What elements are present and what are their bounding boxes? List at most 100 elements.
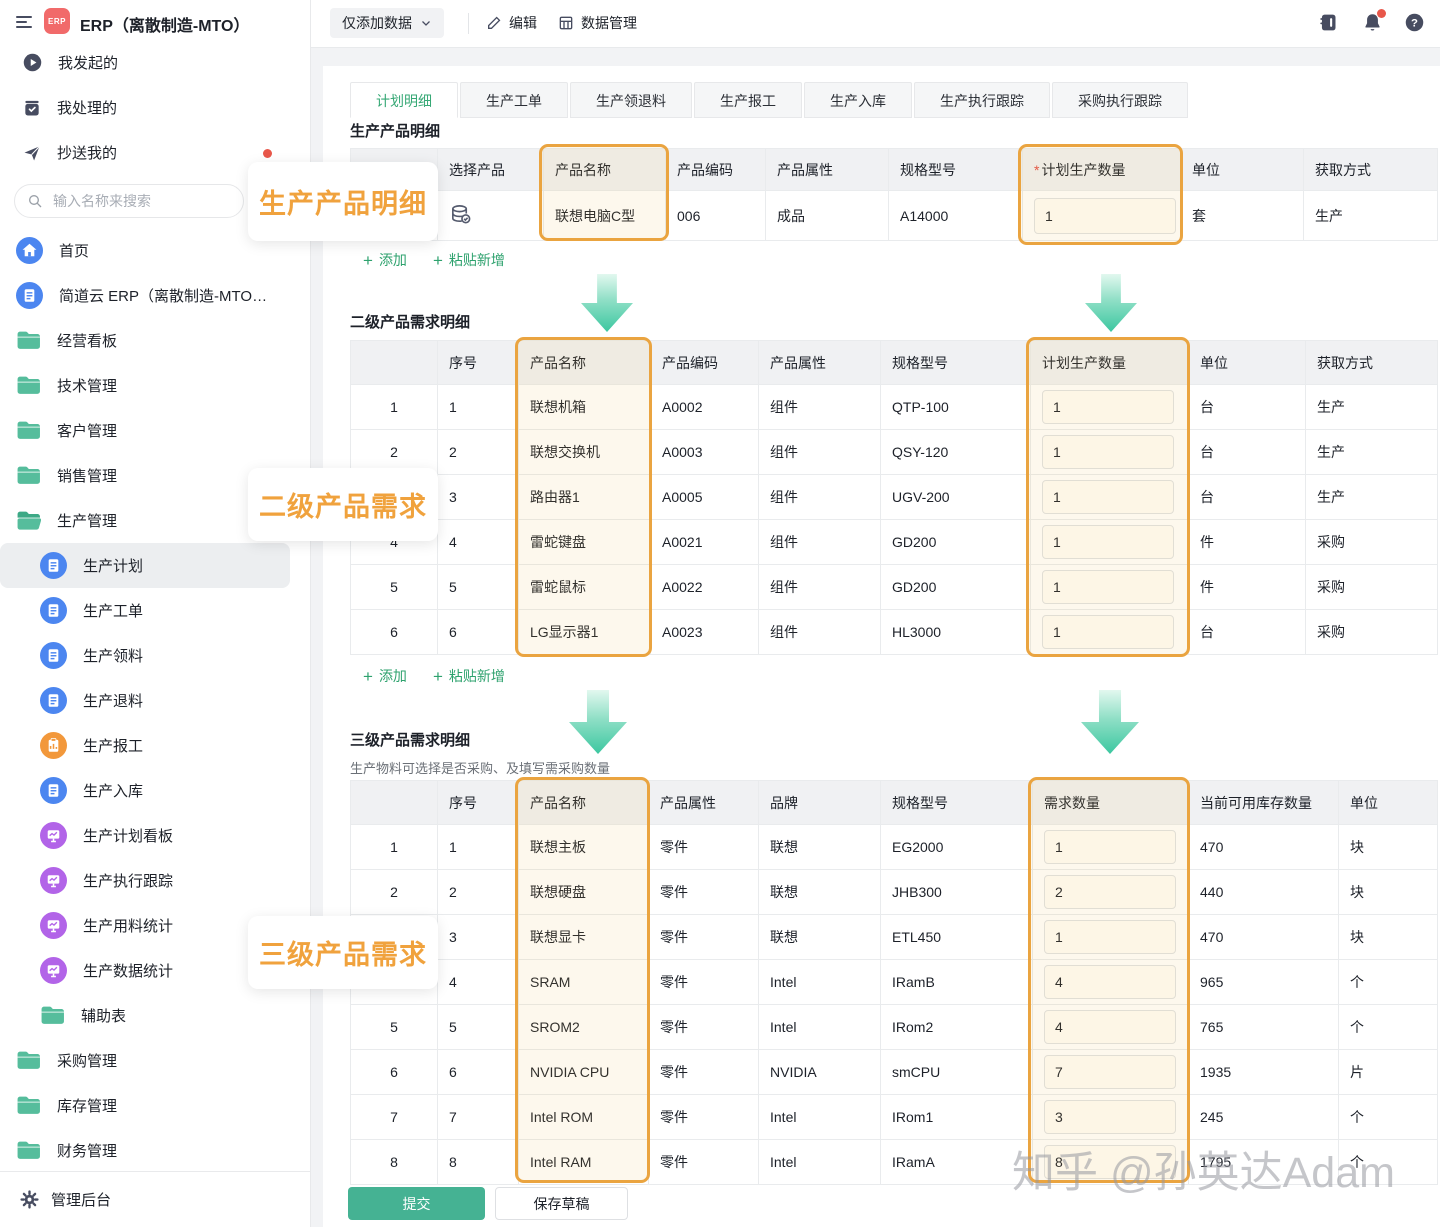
quick-item-label: 我发起的 — [58, 55, 119, 72]
folder-open-icon — [16, 510, 41, 531]
quantity-cell — [1030, 564, 1189, 610]
tab[interactable]: 计划明细 — [350, 82, 458, 118]
table-cell: 1 — [350, 824, 438, 870]
quantity-input[interactable] — [1034, 197, 1176, 234]
quantity-input[interactable] — [1044, 875, 1176, 909]
sidebar-quick-item[interactable]: 我发起的 — [0, 40, 310, 85]
column-header: 获取方式 — [1305, 340, 1438, 385]
quantity-input[interactable] — [1042, 570, 1174, 604]
sidebar-item[interactable]: 生产执行跟踪 — [0, 858, 290, 903]
sidebar-item[interactable]: 生产计划 — [0, 543, 290, 588]
sidebar-item[interactable]: 经营看板 — [0, 318, 290, 363]
quantity-input[interactable] — [1044, 965, 1176, 999]
table2-actions: + 添加 + 粘贴新增 — [363, 666, 505, 686]
table-cell: 7 — [350, 1094, 438, 1140]
tab[interactable]: 生产工单 — [460, 82, 568, 118]
sidebar-item[interactable]: 辅助表 — [0, 993, 290, 1038]
sidebar-item-label: 生产退料 — [83, 693, 144, 710]
search-input[interactable] — [51, 192, 225, 210]
app-logo: ERP — [44, 8, 70, 34]
product-picker-cell[interactable] — [437, 190, 544, 241]
table-cell: 零件 — [648, 824, 759, 870]
sidebar-item[interactable]: 库存管理 — [0, 1083, 290, 1128]
quantity-input[interactable] — [1042, 480, 1174, 514]
sidebar-item[interactable]: 生产退料 — [0, 678, 290, 723]
quick-item-label: 我处理的 — [57, 100, 118, 117]
tab[interactable]: 生产入库 — [804, 82, 912, 118]
sidebar-item[interactable]: 生产报工 — [0, 723, 290, 768]
table-cell: JHB300 — [880, 869, 1033, 915]
add-data-mode-button[interactable]: 仅添加数据 — [330, 8, 444, 38]
data-manage-button[interactable]: 数据管理 — [558, 13, 637, 33]
sidebar-item[interactable]: 简道云 ERP（离散制造-MTO）… — [0, 273, 290, 318]
hamburger-icon[interactable] — [14, 12, 34, 32]
book-icon — [1318, 12, 1339, 33]
quantity-input[interactable] — [1044, 920, 1176, 954]
database-icon — [449, 203, 472, 226]
table-cell: IRom1 — [880, 1094, 1033, 1140]
sidebar-item[interactable]: 首页 — [0, 228, 290, 273]
notifications-button[interactable] — [1362, 9, 1386, 38]
sidebar-item[interactable]: 生产数据统计 — [0, 948, 290, 993]
quantity-input[interactable] — [1042, 435, 1174, 469]
paste-add-button[interactable]: + 粘贴新增 — [432, 250, 505, 270]
quantity-input[interactable] — [1042, 390, 1174, 424]
tab[interactable]: 生产报工 — [694, 82, 802, 118]
content-panel: 计划明细 生产工单 生产领退料 生产报工 生产入库 生产执行跟踪 采购执行跟踪 生产产品明细… — [323, 66, 1440, 1227]
add-row-button[interactable]: + 添加 — [363, 666, 407, 686]
table-cell: 联想电脑C型 — [543, 190, 666, 241]
tab[interactable]: 采购执行跟踪 — [1052, 82, 1188, 118]
sidebar-item[interactable]: 技术管理 — [0, 363, 290, 408]
table-cell: NVIDIA — [758, 1049, 881, 1095]
save-draft-button[interactable]: 保存草稿 — [495, 1187, 628, 1220]
sidebar-item-label: 生产工单 — [83, 603, 144, 620]
quantity-input[interactable] — [1044, 1100, 1176, 1134]
tab[interactable]: 生产领退料 — [570, 82, 692, 118]
quantity-input[interactable] — [1042, 615, 1174, 649]
table-cell: 生产 — [1305, 384, 1438, 430]
sidebar-item[interactable]: 财务管理 — [0, 1128, 290, 1171]
flow-arrow — [581, 274, 633, 332]
quantity-cell — [1032, 869, 1189, 915]
sidebar-item[interactable]: 客户管理 — [0, 408, 290, 453]
sidebar-item[interactable]: 生产计划看板 — [0, 813, 290, 858]
column-header: 需求数量 — [1032, 780, 1189, 825]
quantity-input[interactable] — [1044, 1055, 1176, 1089]
tab[interactable]: 生产执行跟踪 — [914, 82, 1050, 118]
sidebar-item[interactable]: 生产入库 — [0, 768, 290, 813]
quantity-input[interactable] — [1044, 1145, 1176, 1179]
paste-add-button[interactable]: + 粘贴新增 — [432, 666, 505, 686]
sidebar-item[interactable]: 生产工单 — [0, 588, 290, 633]
submit-button[interactable]: 提交 — [348, 1187, 485, 1220]
workflow-log-button[interactable] — [1318, 12, 1339, 38]
table-cell: Intel RAM — [518, 1139, 649, 1185]
table-cell: 联想交换机 — [518, 429, 651, 475]
table-cell: Intel — [758, 1139, 881, 1185]
level2-demand-table: 序号 产品名称 产品编码 产品属性 规格型号 计划生产数量 单位 获取方式 1 1 联想机箱 A000… — [350, 340, 1438, 655]
table-cell: A14000 — [888, 190, 1023, 241]
sidebar-item[interactable]: 销售管理 — [0, 453, 290, 498]
edit-button[interactable]: 编辑 — [486, 13, 537, 33]
sidebar-item[interactable]: 生产管理 — [0, 498, 290, 543]
table-cell: 个 — [1338, 1139, 1438, 1185]
send-icon — [22, 143, 42, 163]
sidebar-item-admin[interactable]: 管理后台 — [0, 1171, 310, 1227]
add-row-button[interactable]: + 添加 — [363, 250, 407, 270]
sidebar-item[interactable]: 采购管理 — [0, 1038, 290, 1083]
table-row: 44SRAM零件IntelIRamB965个 — [350, 959, 1438, 1005]
quantity-input[interactable] — [1044, 1010, 1176, 1044]
quantity-input[interactable] — [1042, 525, 1174, 559]
column-header: 序号 — [437, 340, 519, 385]
sidebar-item[interactable]: 生产用料统计 — [0, 903, 290, 948]
sidebar-quick-item[interactable]: 我处理的 — [0, 85, 310, 130]
sidebar-quick-item[interactable]: 抄送我的 — [0, 130, 310, 175]
tab-bar: 计划明细 生产工单 生产领退料 生产报工 生产入库 生产执行跟踪 采购执行跟踪 — [350, 82, 1190, 118]
sidebar-item-label: 库存管理 — [57, 1098, 118, 1115]
edit-label: 编辑 — [509, 15, 537, 31]
quantity-input[interactable] — [1044, 830, 1176, 864]
help-button[interactable]: ? — [1404, 12, 1425, 38]
quantity-cell — [1022, 190, 1181, 241]
search-box[interactable] — [14, 184, 244, 218]
sidebar-item[interactable]: 生产领料 — [0, 633, 290, 678]
